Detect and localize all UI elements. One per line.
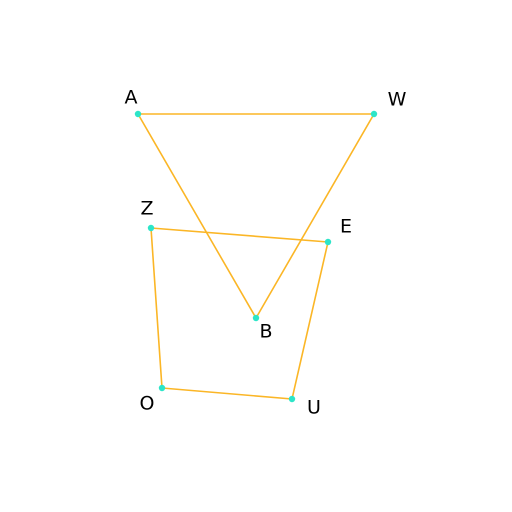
edge-ba — [137, 113, 257, 319]
vertex-b — [252, 314, 260, 322]
vertex-label-z: Z — [140, 198, 153, 220]
edges — [137, 113, 375, 400]
vertices — [134, 110, 378, 403]
vertex-label-a: A — [125, 87, 138, 109]
vertex-o — [158, 384, 166, 392]
vertex-label-u: U — [307, 397, 321, 419]
vertex-w — [370, 110, 378, 118]
edge-eu — [291, 241, 329, 400]
vertex-label-o: O — [140, 393, 155, 415]
vertex-label-b: B — [259, 321, 272, 343]
edge-uo — [161, 387, 293, 400]
vertex-e — [324, 238, 332, 246]
edge-ze — [150, 227, 329, 243]
vertex-u — [288, 395, 296, 403]
vertex-label-e: E — [340, 216, 352, 238]
edge-wb — [255, 113, 375, 319]
vertex-label-w: W — [388, 89, 407, 111]
vertex-a — [134, 110, 142, 118]
vertex-labels: A W B Z E O U — [125, 87, 407, 419]
vertex-z — [147, 224, 155, 232]
edge-oz — [150, 227, 163, 389]
